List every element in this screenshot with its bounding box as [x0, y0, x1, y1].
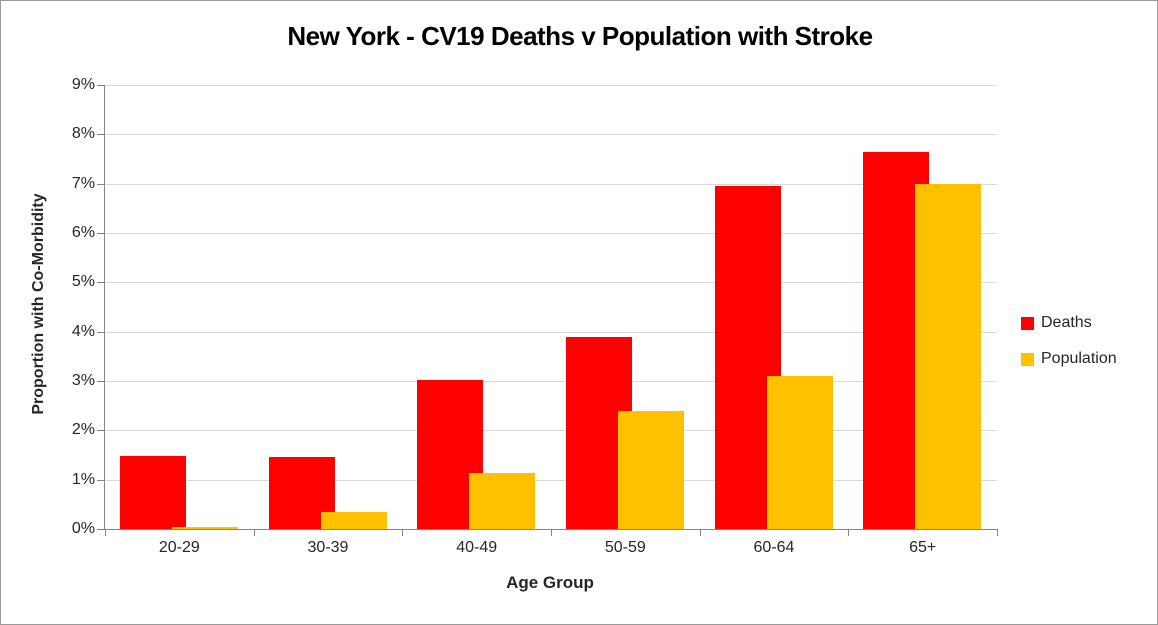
gridline-9pct	[105, 85, 997, 86]
gridline-3pct	[105, 381, 997, 382]
y-axis-tick	[97, 233, 104, 234]
y-axis-tick	[97, 479, 104, 481]
x-tick-label: 30-39	[307, 539, 349, 556]
y-tick-label: 5%	[71, 273, 95, 291]
gridline-7pct	[105, 183, 997, 185]
y-axis-tick	[97, 430, 104, 432]
bar-population-50-59	[618, 411, 684, 529]
y-tick-label: 4%	[71, 322, 95, 340]
y-tick-label: 8%	[71, 125, 95, 143]
legend: Deaths Population	[1021, 312, 1117, 384]
y-axis-tick	[97, 529, 104, 530]
x-axis-tick	[402, 529, 404, 536]
legend-label-deaths: Deaths	[1041, 314, 1092, 331]
legend-item-deaths: Deaths	[1021, 312, 1117, 334]
bar-population-40-49	[469, 473, 536, 529]
chart-title: New York - CV19 Deaths v Population with…	[287, 21, 873, 51]
legend-swatch-population	[1021, 352, 1034, 366]
legend-label-population: Population	[1041, 350, 1117, 367]
y-axis-tick	[97, 331, 104, 333]
gridline-2pct	[105, 430, 997, 432]
gridline-1pct	[105, 479, 997, 481]
y-tick-label: 9%	[71, 76, 95, 93]
x-axis-tick	[699, 529, 701, 536]
x-tick-label: 65+	[909, 539, 937, 556]
x-axis-title: Age Group	[506, 573, 594, 592]
x-tick-label: 40-49	[456, 539, 498, 556]
y-tick-label: 2%	[71, 421, 95, 439]
legend-item-population: Population	[1021, 348, 1117, 370]
bar-population-60-64	[766, 376, 833, 529]
gridline-8pct	[105, 134, 997, 136]
y-axis-tick	[97, 85, 104, 86]
x-axis-tick	[105, 529, 106, 536]
x-tick-label: 20-29	[158, 539, 200, 556]
bar-population-65+	[915, 183, 982, 529]
gridline-5pct	[105, 282, 997, 284]
x-axis-tick	[848, 529, 850, 536]
x-axis-tick	[551, 529, 552, 536]
x-axis-tick	[253, 529, 255, 536]
x-tick-label: 50-59	[604, 539, 646, 556]
y-tick-label: 6%	[71, 224, 95, 241]
plot-area: 20-29 30-39 40-49 50-59 60-64 65+	[97, 85, 998, 556]
legend-swatch-deaths	[1021, 316, 1034, 330]
bar-deaths-20-29	[120, 456, 186, 529]
x-axis-tick	[997, 529, 998, 536]
y-tick-label: 3%	[71, 372, 95, 389]
bar-population-30-39	[320, 511, 387, 529]
y-axis-tick	[97, 381, 104, 382]
y-axis-tick	[97, 183, 104, 185]
y-axis-tick	[97, 282, 104, 284]
y-tick-label: 7%	[71, 174, 95, 192]
y-tick-label: 1%	[71, 470, 95, 488]
gridline-4pct	[105, 331, 997, 333]
bar-population-20-29	[172, 526, 238, 529]
y-axis-tick	[97, 134, 104, 136]
y-tick-label: 0%	[71, 520, 95, 537]
x-tick-label: 60-64	[753, 539, 795, 556]
gridline-6pct	[105, 233, 997, 234]
